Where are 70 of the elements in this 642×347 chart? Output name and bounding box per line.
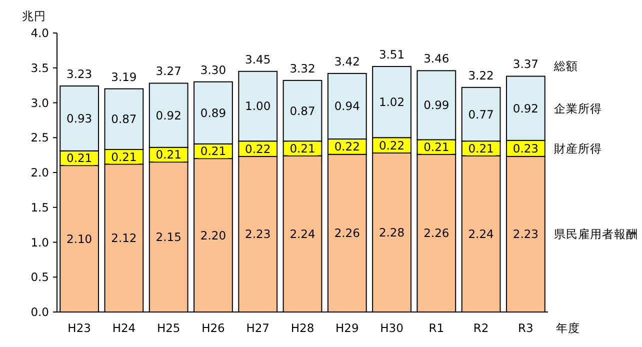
data-label: 0.92 [156,108,182,122]
total-label: 3.45 [245,52,271,66]
x-tick-label: R1 [428,321,444,335]
x-tick-label: H24 [112,321,136,335]
y-tick-label: 0.0 [30,305,49,319]
data-label: 0.21 [156,148,182,162]
x-tick-label: H27 [246,321,270,335]
y-tick-label: 2.0 [30,166,49,180]
data-label: 2.24 [290,226,316,241]
data-label: 2.15 [156,230,182,244]
data-label: 0.89 [200,106,226,120]
x-tick-label: H30 [380,321,404,335]
data-label: 1.00 [245,99,271,114]
x-tick-label: R3 [518,321,534,335]
y-tick-label: 4.0 [30,26,49,40]
x-tick-label: R2 [473,321,489,335]
data-label: 0.77 [468,107,494,122]
total-label: 3.30 [200,62,226,77]
data-label: 2.20 [200,228,226,242]
data-label: 0.94 [334,99,360,114]
y-tick-label: 3.0 [30,96,49,110]
x-tick-label: H25 [156,321,180,335]
total-label: 3.19 [111,70,137,84]
total-label: 3.22 [468,68,494,82]
data-label: 0.22 [245,142,271,156]
total-label: 3.27 [156,64,182,78]
data-label: 2.12 [111,231,137,246]
data-label: 0.21 [468,141,494,156]
y-tick-label: 0.5 [30,270,49,284]
total-label: 3.23 [66,67,92,82]
x-tick-label: H26 [202,321,225,335]
data-label: 0.21 [290,141,316,156]
series-label: 財産所得 [554,141,602,156]
total-label: 3.37 [512,57,538,72]
y-tick-label: 3.5 [30,60,49,75]
data-label: 2.26 [424,226,450,240]
x-tick-label: H23 [68,321,91,335]
data-label: 2.26 [334,226,360,240]
y-tick-label: 1.5 [30,200,49,214]
data-label: 2.24 [468,226,494,241]
x-axis-title: 年度 [556,321,580,335]
data-label: 0.21 [200,144,226,158]
total-label: 3.51 [378,47,405,62]
x-tick-label: H28 [290,321,314,335]
data-label: 1.02 [378,95,405,110]
total-label: 3.32 [290,61,316,76]
data-label: 0.87 [290,104,316,118]
data-label: 2.28 [378,225,405,240]
data-label: 0.21 [66,151,92,166]
y-axis-title: 兆円 [22,9,46,23]
data-label: 0.93 [66,111,92,126]
y-tick-label: 2.5 [30,130,49,145]
data-label: 0.21 [424,140,450,154]
data-label: 0.22 [378,138,405,152]
data-label: 0.22 [334,140,360,154]
data-label: 0.21 [111,150,137,164]
data-label: 2.23 [512,227,538,242]
x-tick-label: H29 [335,321,359,335]
series-label: 企業所得 [554,101,602,116]
total-label: 3.42 [334,54,360,68]
data-label: 0.92 [512,101,538,116]
data-label: 0.99 [424,98,450,112]
series-label: 県民雇用者報酬 [554,227,638,242]
data-label: 0.87 [111,112,137,126]
data-label: 0.23 [512,141,538,156]
data-label: 2.10 [66,232,92,246]
data-label: 2.23 [245,227,271,242]
total-label: 3.46 [424,52,450,66]
text: 総額 [553,59,578,74]
y-tick-label: 1.0 [30,235,49,250]
